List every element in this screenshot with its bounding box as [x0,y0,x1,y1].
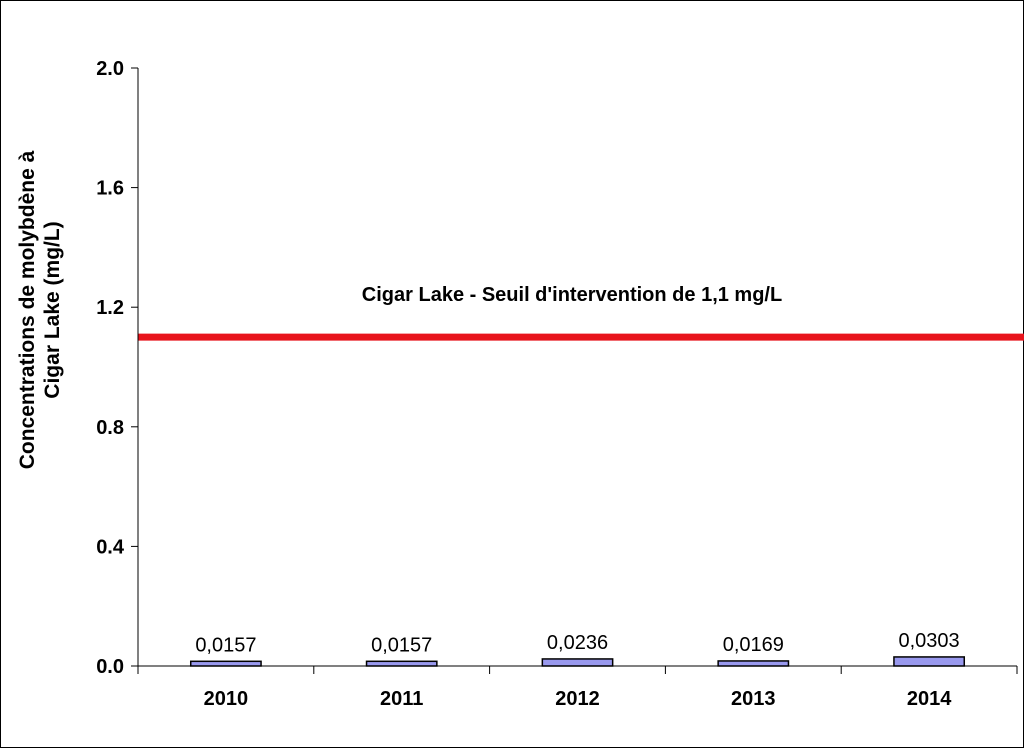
y-tick-label: 1.6 [96,178,124,200]
y-tick-label: 0.4 [96,536,125,558]
x-tick-label: 2014 [907,688,952,710]
axes: 0.0 0.4 0.8 1.2 1.6 2.0 2010 2011 2012 2013 2014 [96,58,1018,710]
x-tick-label: 2012 [555,688,600,710]
bar-data-label: 0,0157 [195,634,256,656]
bar-data-label: 0,0157 [371,634,432,656]
bar [365,660,438,667]
y-axis-title-line-1: Concentrations de molybdène à [16,150,39,469]
bar-data-label: 0,0303 [899,630,960,652]
bar [189,660,262,667]
y-tick-label: 0.0 [96,656,124,678]
bar [893,656,966,667]
x-tick-label: 2011 [380,688,423,710]
y-tick-label: 2.0 [96,58,124,80]
threshold-label: Cigar Lake - Seuil d'intervention de 1,1… [362,284,782,306]
x-tick-label: 2013 [731,688,776,710]
bar-data-label: 0,0169 [723,634,784,656]
y-axis-title: Concentrations de molybdène à Cigar Lake… [16,150,64,469]
y-tick-label: 1.2 [96,297,124,319]
x-tick-label: 2010 [204,688,249,710]
bar [717,660,790,667]
bar [541,658,614,667]
y-axis-title-line-2: Cigar Lake (mg/L) [41,221,64,398]
threshold: Cigar Lake - Seuil d'intervention de 1,1… [138,284,1024,341]
y-tick-label: 0.8 [96,417,124,439]
bars: 0,0157 0,0157 0,0236 0,0169 0,0303 [189,630,966,667]
bar-data-label: 0,0236 [547,632,608,654]
